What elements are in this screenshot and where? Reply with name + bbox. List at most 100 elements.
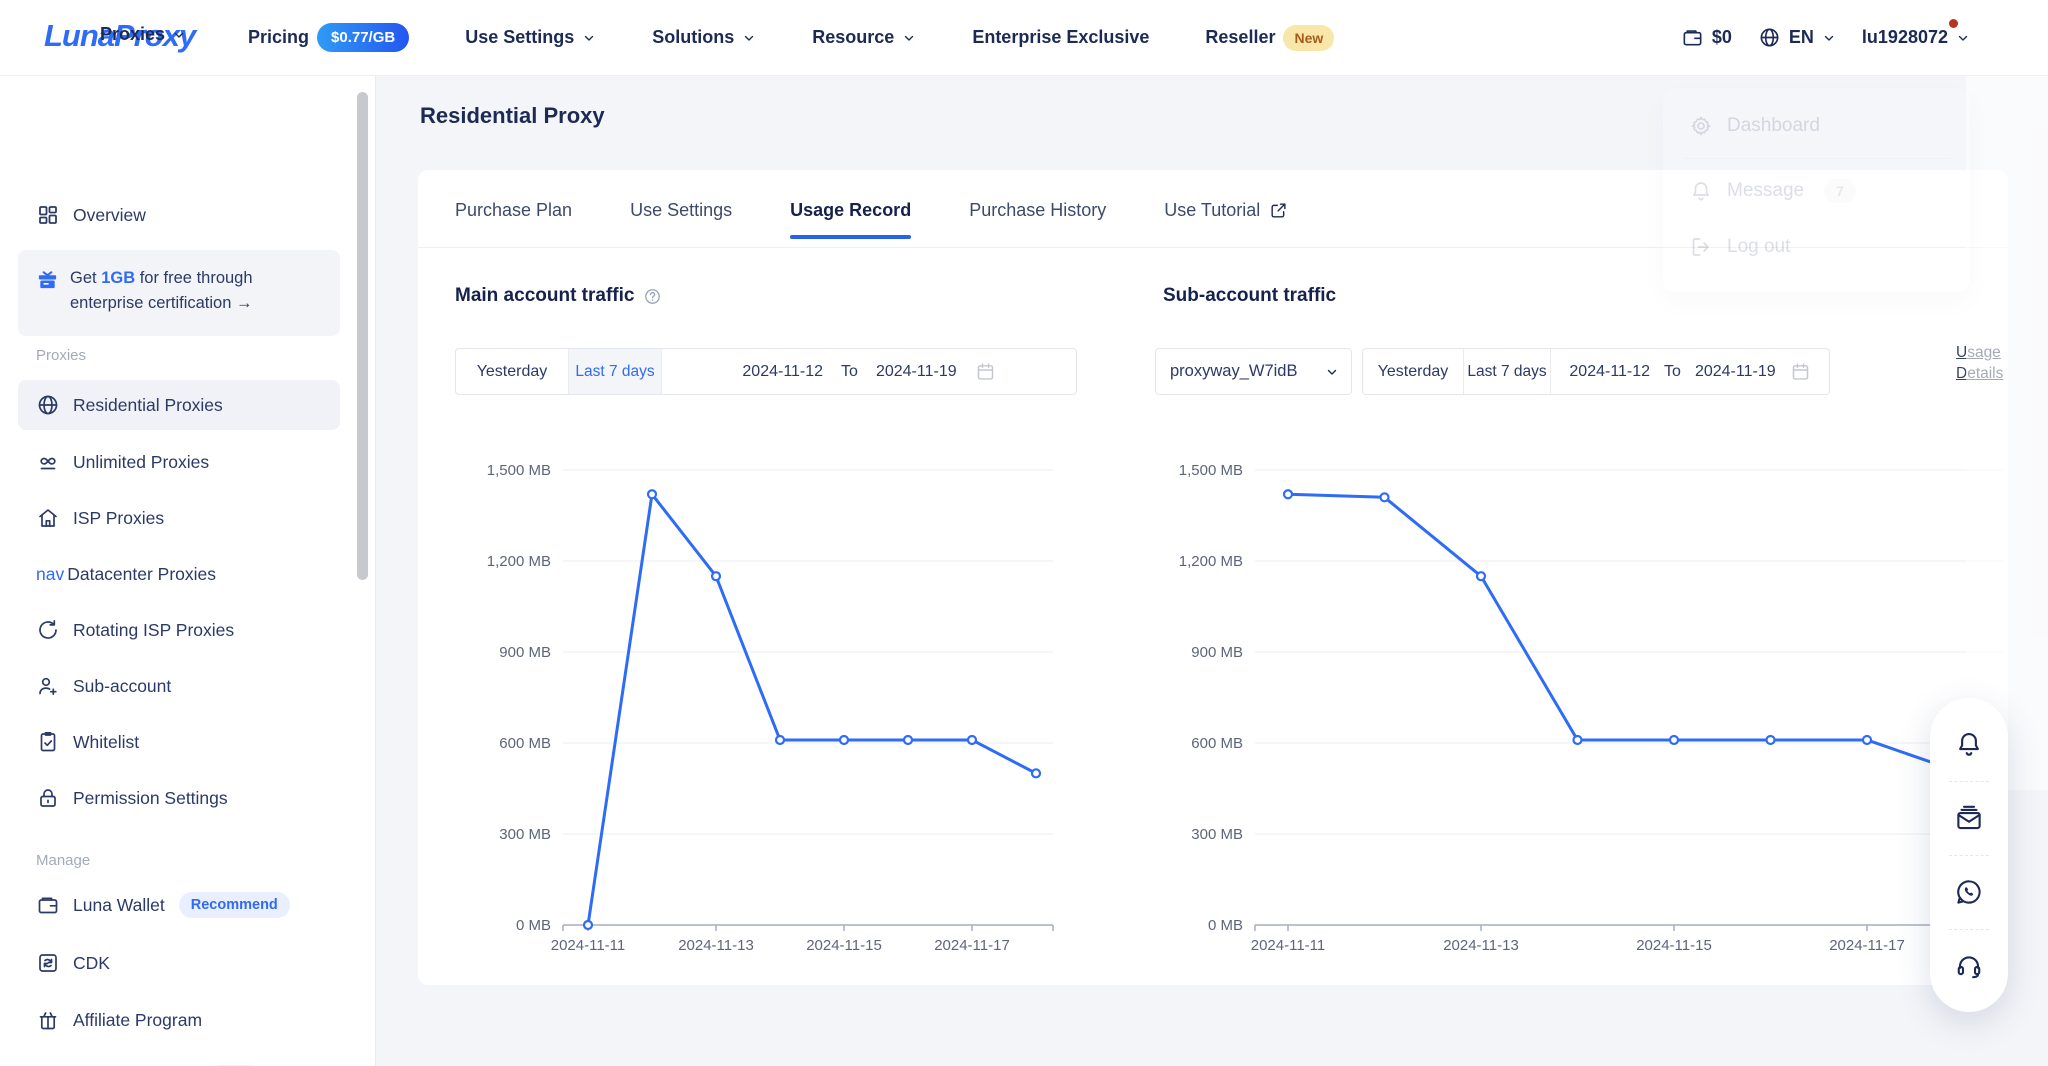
sidebar-item-isp-proxies[interactable]: ISP Proxies xyxy=(18,493,340,543)
chevron-down-icon xyxy=(742,31,756,45)
sidebar-item-residential-proxies[interactable]: Residential Proxies xyxy=(18,380,340,430)
calendar-icon xyxy=(1790,361,1811,382)
main-traffic-filter: Yesterday Last 7 days 2024-11-12 To 2024… xyxy=(455,348,1077,395)
sidebar-scrollbar[interactable] xyxy=(357,92,368,580)
free-gb-banner[interactable]: Get 1GB for free through enterprise cert… xyxy=(18,250,340,336)
help-icon[interactable] xyxy=(643,287,662,306)
sidebar-item-sub-account[interactable]: Sub-account xyxy=(18,661,340,711)
date-to-label: To xyxy=(1664,362,1681,380)
language-value: EN xyxy=(1788,27,1814,47)
last-7-days-button[interactable]: Last 7 days xyxy=(568,349,662,394)
lunaproxy-logo[interactable]: LunaProxy xyxy=(44,18,196,53)
nav-enterprise-exclusive[interactable]: Enterprise Exclusive xyxy=(972,27,1150,47)
bell-icon xyxy=(1689,179,1713,203)
globe-icon xyxy=(36,393,60,417)
tab-purchase-history[interactable]: Purchase History xyxy=(969,200,1107,220)
calendar-icon xyxy=(975,361,996,382)
svg-text:900 MB: 900 MB xyxy=(1191,644,1243,661)
svg-text:2024-11-17: 2024-11-17 xyxy=(1829,937,1905,954)
notifications-bell-icon[interactable] xyxy=(1954,729,1984,759)
support-headset-icon[interactable] xyxy=(1954,951,1984,981)
nav-use-settings[interactable]: Use Settings xyxy=(465,27,596,48)
svg-text:600 MB: 600 MB xyxy=(499,735,551,752)
sub-traffic-title: Sub-account traffic xyxy=(1163,285,1337,306)
menu-item-logout[interactable]: Log out xyxy=(1663,219,1970,275)
gift-icon xyxy=(36,268,59,291)
sidebar-item-luna-wallet[interactable]: Luna Wallet Recommend xyxy=(18,880,340,930)
username: lu1928072 xyxy=(1861,27,1948,47)
chevron-down-icon xyxy=(1325,365,1339,379)
tab-usage-record[interactable]: Usage Record xyxy=(790,200,912,239)
sidebar-item-unlimited-proxies[interactable]: Unlimited Proxies xyxy=(18,437,340,487)
sidebar: Overview Get 1GB for free through enterp… xyxy=(0,75,376,1066)
section-label-proxies: Proxies xyxy=(36,347,87,364)
svg-text:0 MB: 0 MB xyxy=(1208,917,1243,934)
sidebar-item-affiliate-program[interactable]: Affiliate Program xyxy=(18,995,340,1045)
divider xyxy=(1949,928,1989,930)
sidebar-item-rotating-isp-proxies[interactable]: Rotating ISP Proxies xyxy=(18,605,340,655)
svg-text:900 MB: 900 MB xyxy=(499,644,551,661)
chevron-down-icon xyxy=(1956,31,1970,45)
mail-icon[interactable] xyxy=(1954,803,1984,833)
user-dropdown-menu-fading: Dashboard Message 7 Log out xyxy=(1663,88,1970,292)
menu-item-dashboard[interactable]: Dashboard xyxy=(1663,98,1970,154)
globe-icon xyxy=(1758,26,1781,49)
subaccount-select-value: proxyway_W7idB xyxy=(1170,362,1298,380)
wallet-icon xyxy=(1681,26,1704,49)
date-range-picker[interactable]: 2024-11-12 To 2024-11-19 xyxy=(1551,349,1829,394)
tab-divider xyxy=(418,247,2008,248)
reseller-new-badge: New xyxy=(1283,24,1335,51)
sidebar-item-cdk[interactable]: CDK xyxy=(18,938,340,988)
page-title: Residential Proxy xyxy=(420,103,605,128)
fading-side-overlay xyxy=(1966,75,2048,790)
subaccount-select[interactable]: proxyway_W7idB xyxy=(1155,348,1352,395)
menu-item-message[interactable]: Message 7 xyxy=(1663,163,1970,219)
svg-text:2024-11-13: 2024-11-13 xyxy=(678,937,754,954)
date-to: 2024-11-19 xyxy=(875,362,957,380)
nav-resource[interactable]: Resource xyxy=(812,27,916,48)
section-label-manage: Manage xyxy=(36,852,91,869)
nav-proxies-menu[interactable]: Proxies xyxy=(100,24,186,45)
date-from: 2024-11-12 xyxy=(1569,362,1651,380)
nav-solutions[interactable]: Solutions xyxy=(652,27,756,48)
sidebar-item-overview[interactable]: Overview xyxy=(18,190,340,240)
nav-proxies-label: Proxies xyxy=(100,24,166,44)
svg-text:1,500 MB: 1,500 MB xyxy=(487,462,551,479)
lock-icon xyxy=(36,786,60,810)
yesterday-button[interactable]: Yesterday xyxy=(476,362,548,380)
sub-traffic-filter: Yesterday Last 7 days 2024-11-12 To 2024… xyxy=(1362,348,1830,395)
nav-reseller[interactable]: Reseller New xyxy=(1205,24,1335,51)
sidebar-item-whitelist[interactable]: Whitelist xyxy=(18,717,340,767)
nav-pricing[interactable]: Pricing $0.77/GB xyxy=(248,23,410,52)
tab-use-tutorial[interactable]: Use Tutorial xyxy=(1164,200,1288,239)
chevron-down-icon xyxy=(902,31,916,45)
language-selector[interactable]: EN xyxy=(1758,26,1836,49)
chevron-down-icon xyxy=(582,31,596,45)
sidebar-item-datacenter-proxies[interactable]: nav Datacenter Proxies xyxy=(36,563,217,584)
svg-text:2024-11-15: 2024-11-15 xyxy=(806,937,882,954)
sidebar-item-points-program[interactable]: Points Program New xyxy=(18,1053,340,1066)
yesterday-button[interactable]: Yesterday xyxy=(1377,362,1449,380)
last-7-days-button[interactable]: Last 7 days xyxy=(1463,349,1551,394)
tab-bar: Purchase Plan Use Settings Usage Record … xyxy=(455,200,1288,239)
main-traffic-title: Main account traffic xyxy=(455,285,662,307)
divider xyxy=(1949,780,1989,782)
whatsapp-icon[interactable] xyxy=(1954,877,1984,907)
user-plus-icon xyxy=(36,674,60,698)
wallet-balance[interactable]: $0 xyxy=(1681,26,1732,49)
floating-action-panel xyxy=(1930,698,2008,1012)
tab-use-settings[interactable]: Use Settings xyxy=(630,200,733,220)
infinity-icon xyxy=(36,450,60,474)
tab-purchase-plan[interactable]: Purchase Plan xyxy=(455,200,573,220)
user-account-menu[interactable]: lu1928072 xyxy=(1861,19,1970,48)
gear-icon xyxy=(1689,114,1713,138)
svg-text:2024-11-11: 2024-11-11 xyxy=(1251,937,1326,954)
date-range-picker[interactable]: 2024-11-12 To 2024-11-19 xyxy=(662,349,1076,394)
svg-text:300 MB: 300 MB xyxy=(499,826,551,843)
chevron-down-icon xyxy=(1822,31,1836,45)
date-to: 2024-11-19 xyxy=(1694,362,1776,380)
sidebar-item-permission-settings[interactable]: Permission Settings xyxy=(18,773,340,823)
recommend-badge: Recommend xyxy=(178,892,290,918)
nav-account-area: $0 EN lu1928072 xyxy=(1681,0,1970,75)
